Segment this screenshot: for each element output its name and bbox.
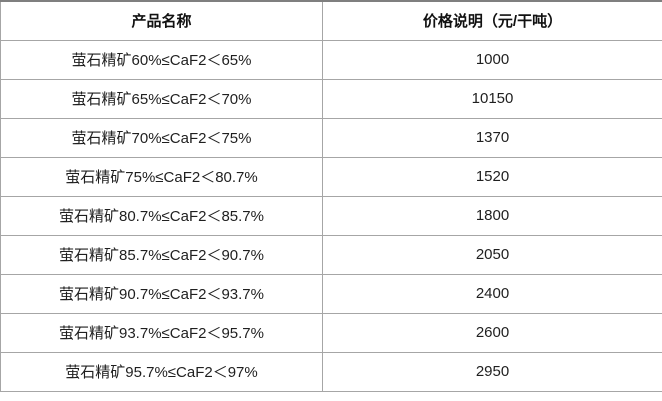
column-header-price: 价格说明（元/干吨） <box>322 1 662 41</box>
table-row: 萤石精矿65%≤CaF2＜70% 10150 <box>0 78 662 119</box>
price-cell: 1000 <box>322 39 662 80</box>
product-cell: 萤石精矿70%≤CaF2＜75% <box>0 117 323 158</box>
price-cell: 1520 <box>322 156 662 197</box>
price-cell: 2400 <box>322 273 662 314</box>
table-row: 萤石精矿95.7%≤CaF2＜97% 2950 <box>0 351 662 392</box>
price-cell: 2600 <box>322 312 662 353</box>
table-row: 萤石精矿60%≤CaF2＜65% 1000 <box>0 39 662 80</box>
product-cell: 萤石精矿75%≤CaF2＜80.7% <box>0 156 323 197</box>
product-cell: 萤石精矿80.7%≤CaF2＜85.7% <box>0 195 323 236</box>
table-row: 萤石精矿90.7%≤CaF2＜93.7% 2400 <box>0 273 662 314</box>
column-header-product: 产品名称 <box>0 1 323 41</box>
table-row: 萤石精矿85.7%≤CaF2＜90.7% 2050 <box>0 234 662 275</box>
price-cell: 1370 <box>322 117 662 158</box>
table-header-row: 产品名称 价格说明（元/干吨） <box>0 1 662 41</box>
product-cell: 萤石精矿90.7%≤CaF2＜93.7% <box>0 273 323 314</box>
product-cell: 萤石精矿95.7%≤CaF2＜97% <box>0 351 323 392</box>
price-cell: 1800 <box>322 195 662 236</box>
product-cell: 萤石精矿60%≤CaF2＜65% <box>0 39 323 80</box>
fluorite-price-table: 产品名称 价格说明（元/干吨） 萤石精矿60%≤CaF2＜65% 1000 萤石… <box>0 0 662 392</box>
product-cell: 萤石精矿93.7%≤CaF2＜95.7% <box>0 312 323 353</box>
table-row: 萤石精矿75%≤CaF2＜80.7% 1520 <box>0 156 662 197</box>
price-cell: 2950 <box>322 351 662 392</box>
product-cell: 萤石精矿85.7%≤CaF2＜90.7% <box>0 234 323 275</box>
table-row: 萤石精矿93.7%≤CaF2＜95.7% 2600 <box>0 312 662 353</box>
price-cell: 10150 <box>322 78 662 119</box>
product-cell: 萤石精矿65%≤CaF2＜70% <box>0 78 323 119</box>
table-row: 萤石精矿80.7%≤CaF2＜85.7% 1800 <box>0 195 662 236</box>
table-row: 萤石精矿70%≤CaF2＜75% 1370 <box>0 117 662 158</box>
price-cell: 2050 <box>322 234 662 275</box>
